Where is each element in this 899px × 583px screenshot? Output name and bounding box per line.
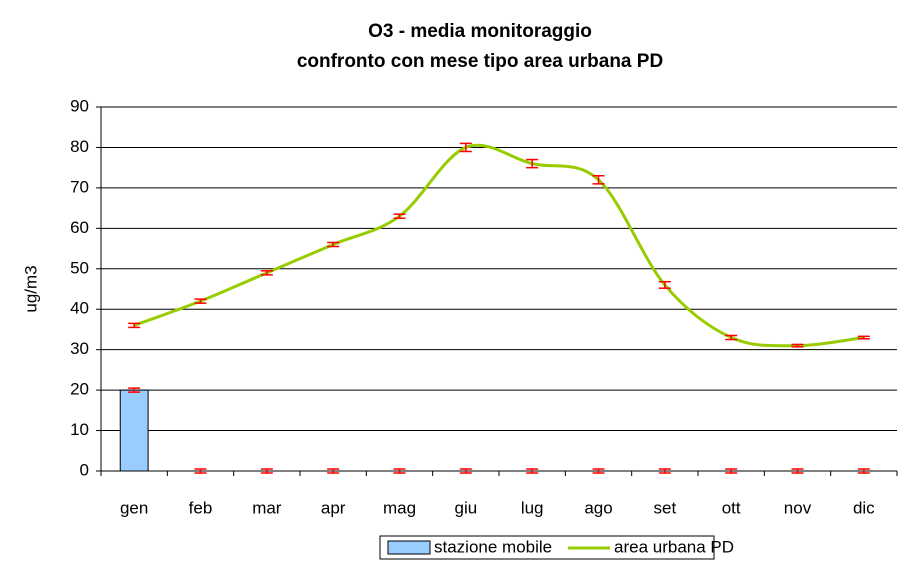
error-bar — [260, 468, 273, 474]
x-tick-label: mar — [252, 498, 282, 517]
x-tick-label: mag — [383, 498, 416, 517]
y-tick-label: 30 — [70, 339, 89, 358]
legend-label: stazione mobile — [434, 537, 552, 556]
error-bar — [658, 280, 671, 289]
y-tick-label: 20 — [70, 380, 89, 399]
y-tick-label: 80 — [70, 137, 89, 156]
error-bar — [725, 468, 738, 474]
error-bar — [128, 387, 141, 393]
error-bar — [592, 175, 605, 185]
legend-swatch — [387, 540, 431, 555]
chart-title: O3 - media monitoraggio — [368, 21, 592, 42]
error-bar — [194, 468, 207, 474]
error-bar — [791, 468, 804, 474]
error-bar — [459, 142, 472, 153]
error-bar — [194, 298, 207, 304]
y-tick-label: 0 — [80, 460, 89, 479]
error-bar — [260, 270, 273, 276]
error-bar — [857, 335, 870, 340]
x-tick-label: feb — [189, 498, 213, 517]
x-tick-label: set — [653, 498, 676, 517]
error-bar — [658, 468, 671, 474]
y-tick-label: 90 — [70, 96, 89, 115]
x-tick-label: giu — [454, 498, 477, 517]
bar — [119, 389, 149, 472]
y-axis-label: ug/m3 — [21, 265, 40, 312]
line — [133, 143, 865, 348]
x-tick-label: gen — [120, 498, 148, 517]
y-tick-label: 50 — [70, 258, 89, 277]
error-bar — [725, 334, 738, 341]
error-bar — [857, 468, 870, 474]
y-tick-label: 60 — [70, 218, 89, 237]
y-tick-label: 10 — [70, 420, 89, 439]
error-bar — [393, 213, 406, 219]
y-tick-label: 70 — [70, 177, 89, 196]
x-tick-label: apr — [321, 498, 346, 517]
legend-box — [379, 535, 715, 560]
error-bar — [327, 468, 340, 474]
error-bar — [327, 241, 340, 248]
error-bar — [526, 158, 539, 169]
error-bar — [459, 468, 472, 474]
error-bar — [791, 343, 804, 348]
chart-subtitle: confronto con mese tipo area urbana PD — [297, 51, 663, 72]
legend-label: area urbana PD — [614, 537, 734, 556]
error-bar — [592, 468, 605, 474]
x-tick-label: dic — [853, 498, 875, 517]
error-bar — [526, 468, 539, 474]
x-tick-label: ago — [584, 498, 612, 517]
x-tick-label: nov — [784, 498, 812, 517]
error-bar — [128, 322, 141, 329]
error-bar — [393, 468, 406, 474]
y-tick-label: 40 — [70, 299, 89, 318]
x-tick-label: lug — [521, 498, 544, 517]
x-tick-label: ott — [722, 498, 741, 517]
